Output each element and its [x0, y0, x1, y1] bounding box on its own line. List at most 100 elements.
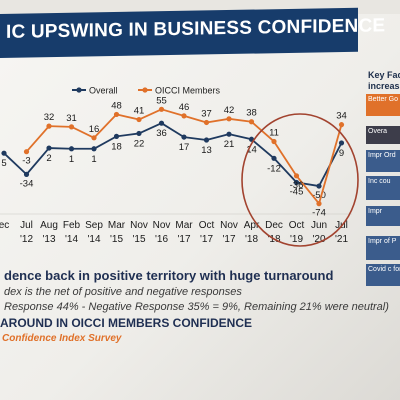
data-point-1-13 [293, 173, 300, 179]
data-label-0-5: 18 [111, 141, 122, 152]
key-factors-title: Key Fac increas [368, 70, 400, 92]
x-tick-year-8: '17 [177, 234, 190, 245]
x-tick-month-3: Feb [63, 220, 81, 231]
x-tick-year-2: '13 [42, 234, 55, 245]
data-label-1-5: 48 [111, 100, 122, 111]
index-definition: dex is the net of positive and negative … [4, 286, 242, 298]
data-label-0-2: 2 [46, 153, 51, 164]
key-factor-box-6: Covid c for [366, 264, 400, 286]
x-tick-month-2: Aug [40, 220, 58, 231]
x-tick-month-10: Nov [220, 220, 238, 231]
chart-area: Overall OICCI Members 5 -34 2 1 1 18 22 36 17 13 21 1… [0, 74, 360, 252]
data-point-1-15 [338, 122, 345, 128]
x-tick-year-7: '16 [155, 234, 168, 245]
data-point-0-7 [158, 120, 165, 126]
data-label-0-3: 1 [69, 154, 74, 165]
data-label-0-14: -50 [312, 190, 326, 201]
data-label-1-9: 37 [201, 108, 212, 119]
data-label-1-6: 41 [134, 106, 145, 117]
x-tick-month-13: Oct [289, 220, 305, 231]
data-label-1-14: -74 [312, 208, 326, 219]
data-label-1-3: 31 [66, 113, 77, 124]
data-label-0-1: -34 [20, 178, 34, 189]
x-tick-month-8: Mar [175, 220, 193, 231]
data-point-0-1 [23, 171, 30, 177]
data-point-0-2 [46, 145, 52, 151]
x-tick-year-1: '12 [20, 234, 33, 245]
legend-marker-0 [76, 87, 82, 93]
x-tick-month-1: Jul [20, 220, 33, 231]
key-factor-box-5: Impr of P [366, 236, 400, 260]
data-point-1-2 [46, 123, 52, 129]
key-factors-title-line2: increas [368, 81, 400, 91]
data-label-0-6: 22 [134, 138, 145, 149]
data-point-0-14 [316, 183, 322, 189]
response-breakdown: Response 44% - Negative Response 35% = 9… [4, 301, 389, 313]
key-factors-title-line1: Key Fac [368, 70, 400, 80]
x-tick-month-14: Jun [311, 220, 327, 231]
x-tick-year-11: '18 [245, 234, 258, 245]
x-tick-month-11: Apr [244, 220, 260, 231]
data-label-1-13: -36 [290, 180, 304, 191]
series-line-0 [3, 122, 343, 187]
title-banner: IC UPSWING IN BUSINESS CONFIDENCE [0, 7, 385, 58]
data-point-1-9 [203, 119, 210, 126]
data-label-0-0: 5 [1, 158, 6, 169]
key-factor-box-2: Impr Ord [366, 150, 400, 172]
data-point-0-15 [338, 140, 345, 146]
data-point-1-8 [181, 113, 187, 119]
key-factors-panel: Key Fac increas Better Go (e.g. Fina Over… [362, 64, 400, 364]
data-point-0-10 [226, 131, 232, 137]
x-tick-month-0: ec [0, 220, 9, 231]
x-tick-year-13: '19 [290, 234, 303, 245]
page-title: IC UPSWING IN BUSINESS CONFIDENCE [6, 15, 386, 43]
data-label-1-11: 38 [246, 108, 257, 119]
data-label-0-7: 36 [156, 128, 167, 139]
highlight-circle [241, 113, 359, 247]
data-label-1-10: 42 [224, 105, 235, 116]
data-point-1-6 [136, 116, 142, 123]
x-tick-year-3: '14 [65, 234, 78, 245]
survey-source: Confidence Index Survey [2, 333, 122, 344]
data-point-1-14 [316, 201, 322, 207]
x-tick-month-9: Oct [199, 220, 215, 231]
key-factor-box-4: Impr [366, 206, 400, 226]
summary-heading: dence back in positive territory with hu… [4, 268, 334, 283]
data-point-0-3 [68, 146, 75, 152]
data-point-0-6 [136, 130, 142, 137]
data-label-0-11: 14 [246, 144, 257, 155]
data-point-1-1 [23, 149, 30, 155]
data-label-0-15: 9 [339, 148, 344, 159]
data-label-0-12: -12 [267, 163, 281, 174]
legend-label-1: OICCI Members [155, 86, 221, 96]
data-label-0-10: 21 [224, 139, 235, 150]
data-point-0-4 [91, 146, 97, 152]
data-point-1-4 [91, 135, 97, 141]
x-tick-month-5: Mar [108, 220, 126, 231]
x-tick-month-6: Nov [130, 220, 148, 231]
data-label-1-7: 55 [156, 95, 167, 106]
data-point-0-0 [1, 150, 7, 156]
data-label-0-4: 1 [91, 154, 96, 165]
data-label-0-9: 13 [201, 145, 212, 156]
x-tick-year-10: '17 [222, 234, 235, 245]
data-point-0-13 [293, 179, 300, 186]
data-point-0-8 [181, 134, 187, 140]
x-tick-year-5: '15 [110, 234, 123, 245]
data-point-1-11 [248, 119, 255, 125]
data-label-1-8: 46 [179, 102, 190, 113]
data-point-0-5 [113, 133, 120, 139]
x-tick-year-14: '20 [312, 234, 325, 245]
x-tick-year-6: '15 [132, 234, 145, 245]
data-label-1-1: -3 [22, 156, 30, 167]
x-tick-month-7: Nov [153, 220, 171, 231]
data-point-0-12 [271, 155, 277, 161]
legend-marker-1 [142, 87, 148, 93]
data-label-1-15: 34 [336, 111, 347, 122]
legend-label-0: Overall [89, 86, 118, 96]
key-factor-box-3: Inc cou [366, 176, 400, 200]
data-point-1-10 [226, 116, 232, 122]
x-tick-year-15: '21 [335, 234, 348, 245]
members-confidence-heading: AROUND IN OICCI MEMBERS CONFIDENCE [0, 316, 253, 330]
